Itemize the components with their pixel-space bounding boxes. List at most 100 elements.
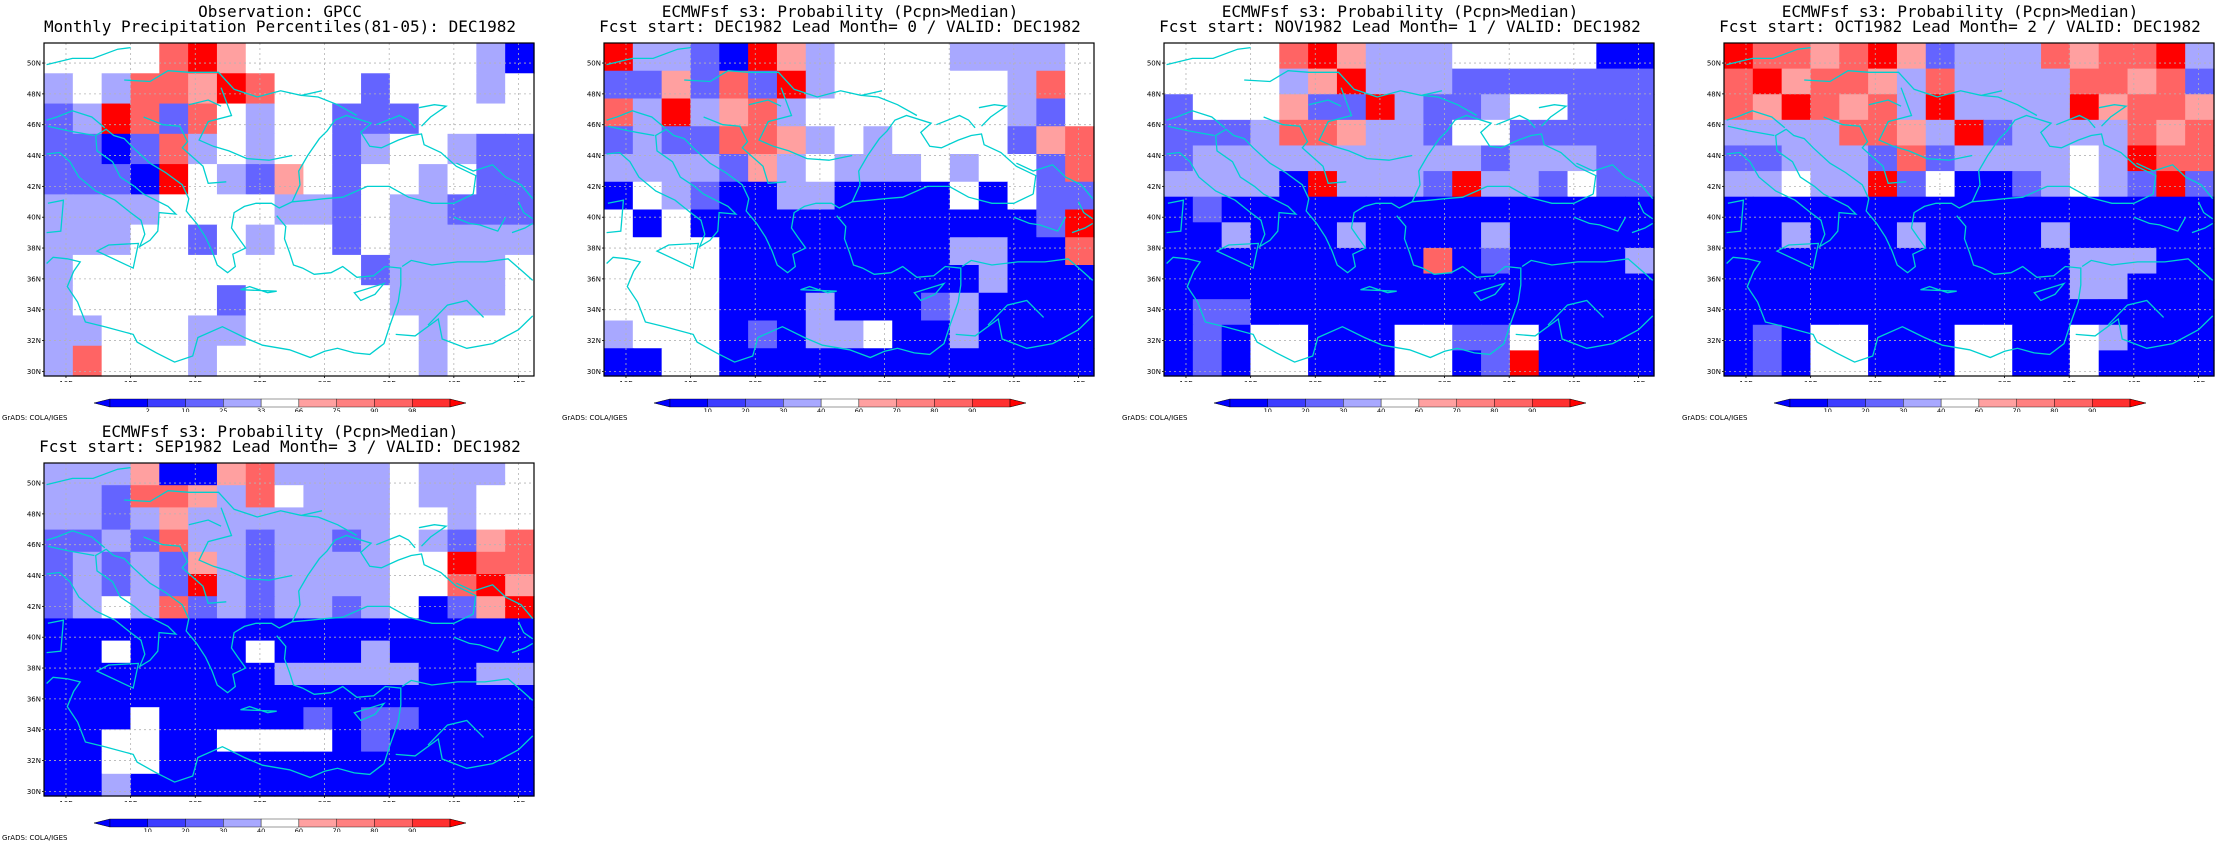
grid-cell <box>130 529 160 553</box>
grid-cell <box>159 751 189 775</box>
grid-cell <box>1481 299 1511 326</box>
grid-cell <box>719 320 749 349</box>
grid-cell <box>921 237 951 266</box>
grid-cell <box>921 154 951 183</box>
grid-cell <box>1065 154 1095 183</box>
coastline <box>1308 99 1342 107</box>
grid-cell <box>44 751 74 775</box>
grid-cell <box>892 43 922 72</box>
lon-tick-label: 30E <box>318 800 331 802</box>
lat-tick-label: 34N <box>587 306 601 314</box>
grid-cell <box>690 209 720 238</box>
lon-tick-label: 40E <box>1567 380 1580 382</box>
grid-cell <box>1452 196 1482 223</box>
grid-cell <box>863 265 893 294</box>
colorbar-arrow-high <box>2129 398 2147 408</box>
grid-cell <box>1423 68 1453 95</box>
grid-cell <box>1036 209 1066 238</box>
grid-cell <box>188 773 218 797</box>
grid-cell <box>949 209 980 238</box>
lon-tick-label: 20E <box>189 380 202 382</box>
grid-cell <box>834 98 865 127</box>
colorbar-segment <box>1865 398 1904 408</box>
grid-cell <box>1954 119 1985 147</box>
grid-cell <box>1752 145 1783 172</box>
grid-cell <box>1279 299 1309 326</box>
colorbar-label: 20 <box>181 827 189 832</box>
grid-cell <box>2069 145 2100 172</box>
grid-cell <box>1781 247 1812 275</box>
grid-cell <box>361 707 391 730</box>
grid-cell <box>447 707 477 730</box>
grid-cell <box>1036 292 1066 322</box>
grid-cell <box>1164 119 1194 147</box>
grid-cell <box>1365 222 1396 249</box>
lat-tick-label: 44N <box>1147 152 1161 160</box>
grid-cell <box>1810 273 1840 300</box>
grid-cell <box>72 618 103 642</box>
lon-tick-label: 45E <box>1072 380 1085 382</box>
grid-cell <box>447 685 477 708</box>
grid-cell <box>978 209 1009 238</box>
credit: GrADS: COLA/IGES <box>562 414 628 422</box>
grid-cell <box>418 285 449 317</box>
grid-cell <box>661 265 692 294</box>
grid-cell <box>1452 324 1482 351</box>
lat-tick-label: 40N <box>27 634 41 642</box>
grid-cell <box>632 265 663 294</box>
grid-cell <box>1308 273 1338 300</box>
coastline <box>1515 315 1654 349</box>
colorbar-label: 40 <box>257 827 265 832</box>
grid-cell <box>1538 350 1569 377</box>
grid-cell <box>2069 94 2100 121</box>
lon-tick-label: 25E <box>1933 380 1946 382</box>
colorbar-arrow-high <box>449 818 467 828</box>
colorbar-arrow-low <box>93 398 111 408</box>
grid-cell <box>1336 273 1367 300</box>
grid-cell <box>159 315 189 347</box>
grid-cell <box>776 98 807 127</box>
grid-cell <box>476 164 506 195</box>
grid-cell <box>332 707 362 730</box>
grid-cell <box>361 596 391 619</box>
colorbar-label: 33 <box>257 407 265 412</box>
colorbar-label: 10 <box>1824 407 1832 412</box>
coastline <box>955 315 1094 349</box>
grid-cell <box>188 551 218 575</box>
grid-cell <box>1752 324 1783 351</box>
grid-cell <box>447 103 477 135</box>
grid-cell <box>1164 43 1194 70</box>
grid-cell <box>447 463 477 486</box>
grid-cell <box>1221 350 1252 377</box>
lon-tick-label: 20E <box>1309 380 1322 382</box>
lon-tick-label: 15E <box>684 380 697 382</box>
coastline <box>291 534 477 623</box>
grid-cell <box>130 640 160 664</box>
grid-cell <box>361 463 391 486</box>
colorbar-segment <box>1305 398 1344 408</box>
grid-cell <box>130 345 160 377</box>
grid-cell <box>2156 222 2186 249</box>
grid-cell <box>1394 299 1425 326</box>
grid-cell <box>303 574 333 597</box>
grid-cell <box>1983 68 2013 95</box>
grid-cell <box>303 507 333 531</box>
grid-cell <box>1538 171 1569 198</box>
grid-cell <box>1596 145 1626 172</box>
grid-cell <box>44 224 74 256</box>
grid-cell <box>159 507 189 531</box>
lat-tick-label: 40N <box>1707 214 1721 222</box>
grid-cell <box>1538 299 1569 326</box>
lon-tick-label: 40E <box>447 380 460 382</box>
grid-cell <box>2098 273 2129 300</box>
grid-cell <box>476 529 506 553</box>
colorbar-segment <box>896 398 935 408</box>
grid-cell <box>2098 247 2129 275</box>
grid-cell <box>361 73 391 105</box>
grid-cell <box>2069 43 2100 70</box>
grid-cell <box>389 194 420 226</box>
grid-cell <box>1810 222 1840 249</box>
grid-cell <box>1567 350 1597 377</box>
grid-cell <box>1954 43 1985 70</box>
grid-cell <box>1625 68 1655 95</box>
